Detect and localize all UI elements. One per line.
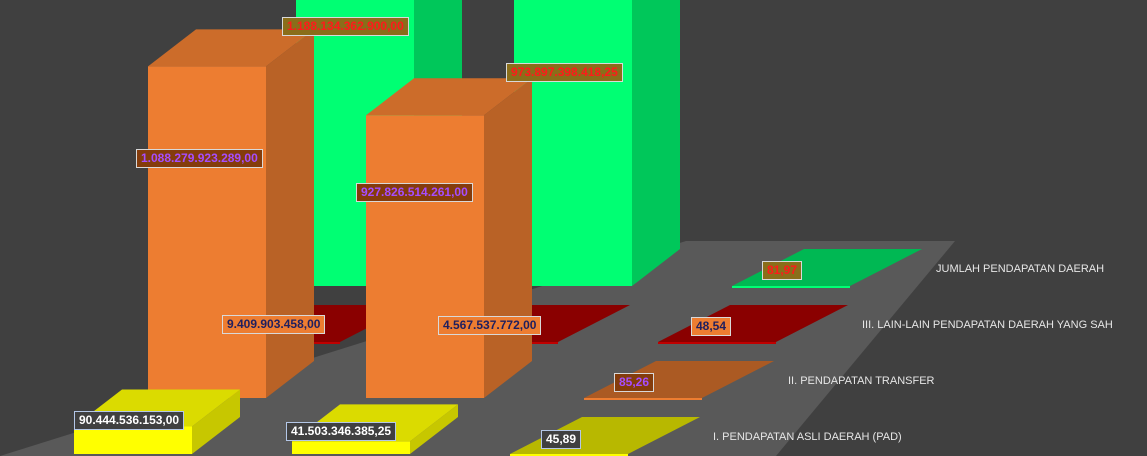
data-label-transfer-0: 1.088.279.923.289,00 [136,149,263,168]
data-label-lainlain-0: 9.409.903.458,00 [222,315,326,334]
data-label-pad-1: 41.503.346.385,25 [286,422,397,441]
data-label-transfer-1: 927.826.514.261,00 [356,183,473,202]
data-label-transfer-2: 85,26 [614,373,655,392]
bar-transfer-0 [148,29,314,399]
data-label-jumlah-1: 973.897.398.418,25 [506,63,623,82]
bar-pad-0 [74,389,240,454]
data-label-lainlain-1: 4.567.537.772,00 [438,316,542,335]
data-label-pad-2: 45,89 [541,430,582,449]
data-label-pad-0: 90.444.536.153,00 [74,411,185,430]
bar-transfer-1 [366,78,532,398]
data-label-jumlah-2: 81,97 [762,261,803,280]
series-label-lainlain: III. LAIN-LAIN PENDAPATAN DAERAH YANG SA… [862,319,1113,331]
bar-jumlah-1 [514,0,680,286]
data-label-jumlah-0: 1.188.134.362.900,00 [282,17,409,36]
series-label-pad: I. PENDAPATAN ASLI DAERAH (PAD) [713,431,902,443]
series-label-transfer: II. PENDAPATAN TRANSFER [788,375,935,387]
series-label-jumlah: JUMLAH PENDAPATAN DAERAH [936,263,1105,275]
data-label-lainlain-2: 48,54 [691,317,732,336]
